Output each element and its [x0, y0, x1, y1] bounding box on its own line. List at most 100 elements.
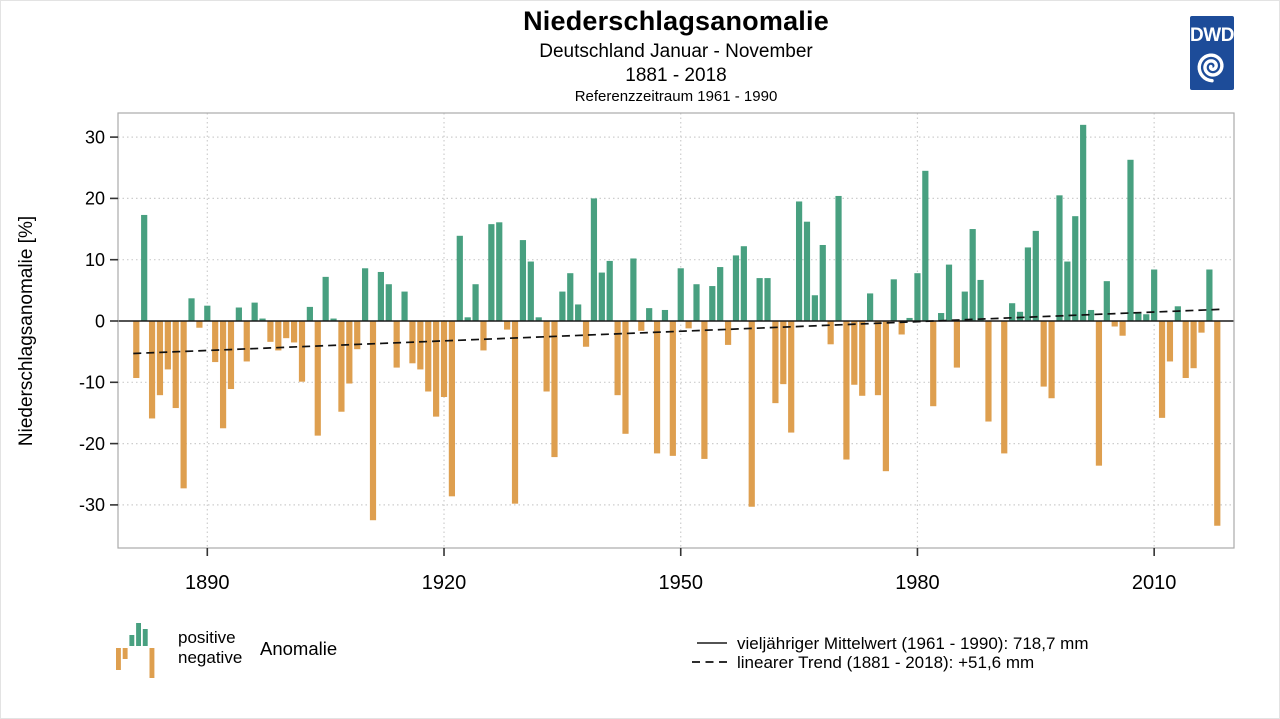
- legend-anomaly-icon: [136, 623, 141, 646]
- bar-1976: [882, 321, 889, 472]
- x-tick-label: 2010: [1132, 572, 1177, 594]
- bar-1905: [322, 276, 329, 321]
- bar-1894: [235, 307, 242, 321]
- bar-2015: [1190, 321, 1197, 369]
- bar-1938: [582, 321, 590, 347]
- bar-1934: [551, 321, 558, 458]
- bar-1953: [701, 321, 708, 459]
- bar-2012: [1166, 321, 1174, 362]
- chart-header: Niederschlagsanomalie Deutschland Januar…: [326, 6, 1026, 105]
- bar-2000: [1072, 216, 1079, 321]
- bar-1881: [133, 321, 140, 379]
- bar-1959: [748, 321, 755, 507]
- legend-anomaly-icon: [149, 648, 155, 678]
- bar-2008: [1135, 313, 1142, 321]
- bar-1928: [504, 321, 511, 330]
- bar-1933: [543, 321, 550, 392]
- bar-1896: [251, 302, 258, 321]
- bar-2016: [1198, 321, 1205, 333]
- chart-subtitle-period: 1881 - 2018: [625, 64, 727, 86]
- legend-anomaly-icon: [122, 648, 128, 659]
- bar-1966: [803, 221, 811, 321]
- bar-1968: [819, 244, 826, 321]
- bar-1970: [835, 195, 842, 321]
- bar-1926: [488, 224, 495, 321]
- bar-1924: [472, 284, 479, 321]
- bar-1898: [267, 321, 274, 342]
- bar-1927: [496, 222, 503, 321]
- bar-1925: [480, 321, 487, 351]
- bar-1948: [661, 309, 669, 321]
- dwd-logo-text: DWD: [1190, 25, 1234, 46]
- bar-1947: [653, 321, 661, 454]
- bar-1884: [156, 321, 164, 396]
- bar-1901: [290, 321, 298, 343]
- bar-1889: [196, 321, 203, 328]
- bar-1986: [961, 291, 968, 321]
- bar-2013: [1174, 306, 1181, 321]
- bar-1895: [243, 321, 250, 362]
- bar-2009: [1143, 314, 1150, 321]
- chart-subtitle-region: Deutschland Januar - November: [539, 41, 813, 63]
- bar-1911: [369, 321, 377, 521]
- legend-mean-line-label: vieljähriger Mittelwert (1961 - 1990): 7…: [737, 634, 1089, 653]
- bar-1978: [898, 321, 905, 335]
- bar-1961: [764, 278, 771, 321]
- bar-2007: [1127, 159, 1134, 321]
- y-tick-label: 30: [85, 127, 105, 147]
- bar-1951: [685, 321, 692, 329]
- bar-1949: [669, 321, 676, 456]
- bar-1980: [914, 273, 921, 321]
- page-title: Niederschlagsanomalie: [523, 6, 829, 36]
- bar-1981: [922, 170, 929, 321]
- bar-1944: [630, 258, 637, 321]
- bar-1904: [314, 321, 321, 436]
- x-tick-label: 1980: [895, 572, 940, 594]
- bar-1935: [559, 291, 566, 321]
- bar-1969: [827, 321, 834, 345]
- bar-1972: [851, 321, 858, 385]
- bar-1982: [930, 321, 937, 407]
- bar-2011: [1158, 321, 1166, 418]
- bar-1995: [1032, 230, 1039, 321]
- bar-1984: [945, 264, 953, 321]
- bar-1979: [906, 317, 913, 321]
- bar-1922: [456, 235, 463, 321]
- bar-1962: [772, 321, 779, 404]
- legend-anomaly-icon: [129, 635, 135, 646]
- bar-1919: [433, 321, 440, 417]
- bar-1987: [969, 229, 976, 321]
- bar-1887: [180, 321, 187, 489]
- bar-1900: [283, 321, 290, 339]
- bar-1907: [338, 321, 345, 412]
- legend-trend-line-label: linearer Trend (1881 - 2018): +51,6 mm: [737, 653, 1035, 672]
- bar-1977: [890, 279, 897, 321]
- bar-1913: [385, 284, 392, 321]
- bar-1988: [977, 279, 984, 321]
- bar-1915: [401, 291, 408, 321]
- legend-positive-label: positive: [178, 628, 236, 647]
- bar-1940: [598, 272, 605, 321]
- bar-1920: [440, 321, 448, 398]
- bar-1952: [693, 284, 700, 321]
- bar-1999: [1064, 261, 1071, 321]
- bar-1946: [646, 308, 653, 321]
- bar-1994: [1024, 247, 1032, 321]
- bar-1971: [843, 321, 850, 460]
- bar-1929: [511, 321, 519, 504]
- legend-anomaly-icon: [142, 629, 148, 646]
- x-tick-label: 1950: [658, 572, 703, 594]
- bar-1886: [172, 321, 179, 409]
- bar-1958: [740, 246, 747, 321]
- bar-1993: [1016, 311, 1024, 321]
- chart-subtitle-reference: Referenzzeitraum 1961 - 1990: [574, 87, 778, 105]
- bar-1882: [141, 214, 148, 321]
- bar-1974: [867, 293, 874, 321]
- bar-2002: [1087, 309, 1095, 321]
- bar-1985: [953, 321, 960, 368]
- bar-2005: [1111, 321, 1118, 327]
- bar-1897: [259, 318, 266, 321]
- bar-1967: [811, 295, 818, 321]
